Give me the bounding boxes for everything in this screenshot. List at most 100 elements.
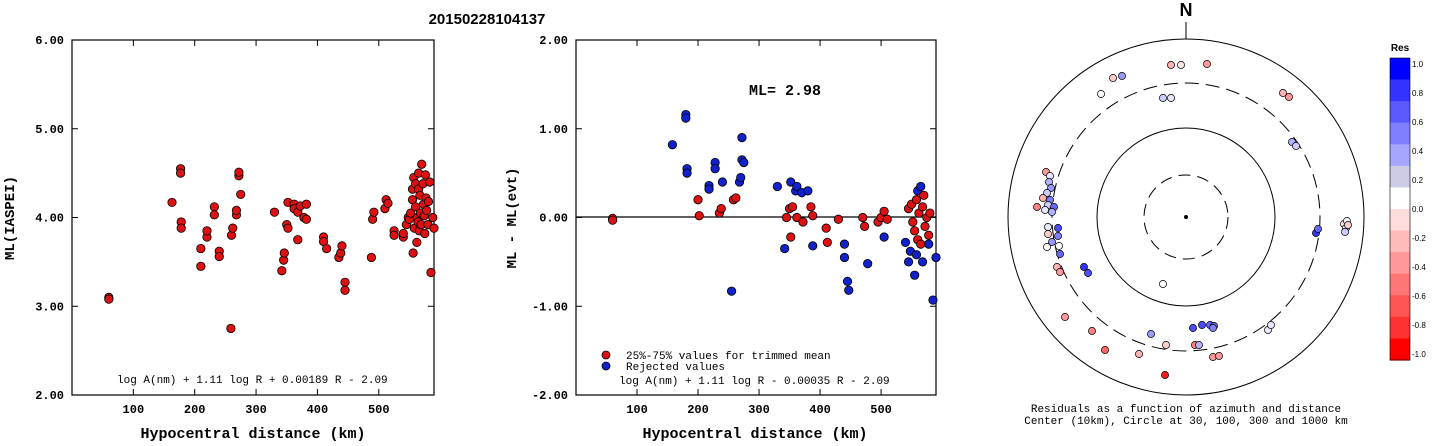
panel1-xlabel: Hypocentral distance (km) <box>140 426 365 441</box>
data-point <box>167 197 177 208</box>
data-point <box>369 207 379 217</box>
data-point <box>340 277 350 287</box>
station-marker <box>1039 194 1047 202</box>
inlier-point <box>694 211 704 221</box>
data-point <box>214 251 224 262</box>
data-point <box>269 207 280 217</box>
station-marker <box>1195 341 1203 349</box>
data-point <box>410 202 421 212</box>
data-point <box>423 196 434 207</box>
legend-marker-inlier <box>601 350 611 360</box>
station-marker <box>1043 243 1051 251</box>
rejected-point <box>931 252 941 263</box>
panel2-ytick-label: -2.00 <box>532 389 568 403</box>
colorbar-tick-label: 0.2 <box>1412 176 1424 185</box>
panel2-xtick-label: 500 <box>870 403 892 417</box>
colorbar-title: Res <box>1391 43 1410 54</box>
inlier-point <box>910 226 920 236</box>
rejected-point <box>792 181 802 192</box>
colorbar-tick-label: 0.8 <box>1412 89 1424 98</box>
legend-label-inlier: 25%-75% values for trimmed mean <box>626 351 831 363</box>
data-point <box>226 323 236 334</box>
station-marker <box>1292 142 1300 150</box>
rejected-point <box>839 252 850 263</box>
colorbar-tick-label: -0.8 <box>1412 321 1426 330</box>
station-marker <box>1101 346 1109 354</box>
panel1-xtick-label: 500 <box>368 403 390 417</box>
rejected-point <box>772 181 782 192</box>
station-marker <box>1159 280 1167 288</box>
inlier-point <box>821 223 831 233</box>
data-point <box>412 237 422 247</box>
station-marker <box>1084 269 1092 277</box>
inlier-point <box>822 237 832 247</box>
colorbar-segment <box>1390 252 1410 275</box>
inlier-point <box>731 193 741 203</box>
colorbar-segment <box>1390 165 1410 189</box>
rejected-point <box>682 168 692 178</box>
rejected-point <box>780 243 790 254</box>
inlier-point <box>917 202 928 212</box>
data-point <box>408 248 418 258</box>
colorbar-tick-label: -0.6 <box>1412 292 1426 301</box>
inlier-point <box>860 221 870 231</box>
rejected-point <box>710 164 720 174</box>
station-marker <box>1209 324 1217 332</box>
inlier-point <box>919 190 929 200</box>
colorbar-segment <box>1390 122 1410 145</box>
colorbar-segment <box>1390 144 1410 167</box>
data-point <box>428 212 438 223</box>
legend-marker-rejected <box>601 361 611 371</box>
station-marker <box>1344 221 1352 229</box>
data-point <box>202 226 212 236</box>
rejected-point <box>839 239 850 249</box>
panel1-xtick-label: 100 <box>123 403 145 417</box>
rejected-point <box>704 184 714 194</box>
data-point <box>196 261 206 271</box>
data-point <box>236 189 246 200</box>
station-marker <box>1041 206 1049 214</box>
data-point <box>228 223 238 233</box>
station-marker <box>1159 94 1167 102</box>
colorbar-tick-label: -0.4 <box>1412 263 1426 272</box>
colorbar-segment <box>1390 209 1410 232</box>
station-marker <box>1279 89 1287 97</box>
inlier-point <box>798 217 808 227</box>
data-point <box>283 223 293 233</box>
station-marker <box>1044 230 1052 238</box>
data-point <box>293 235 303 245</box>
colorbar-tick-label: 1.0 <box>1412 60 1424 69</box>
circle-300km <box>1051 82 1321 352</box>
rejected-point <box>879 232 889 242</box>
station-marker <box>1167 94 1175 102</box>
station-marker <box>1177 61 1185 69</box>
station-marker <box>1056 268 1064 276</box>
inlier-point <box>911 195 922 205</box>
panel1-frame <box>71 39 435 396</box>
inlier-point <box>833 214 843 224</box>
rejected-point <box>916 181 926 192</box>
panel2-ytick-label: 0.00 <box>539 212 568 226</box>
station-marker <box>1109 74 1117 82</box>
colorbar-segment <box>1390 187 1410 210</box>
station-marker <box>1189 324 1197 332</box>
rejected-point <box>911 250 922 260</box>
station-marker <box>1048 238 1056 246</box>
data-point <box>176 223 186 233</box>
colorbar-tick-label: 0.6 <box>1412 118 1424 127</box>
station-marker <box>1054 224 1062 232</box>
rejected-point <box>808 241 818 251</box>
panel1-ytick-label: 2.00 <box>35 389 64 403</box>
inlier-point <box>858 212 868 223</box>
inlier-point <box>786 232 796 242</box>
north-label: N <box>1180 0 1193 20</box>
panel2-ytick-label: -1.00 <box>532 300 568 314</box>
colorbar-segment <box>1390 101 1410 124</box>
legend-label-rejected: Rejected values <box>626 362 725 374</box>
data-point <box>383 198 393 208</box>
inlier-point <box>916 239 926 249</box>
inlier-point <box>924 230 934 240</box>
panel-ml-iaspei: ML(IASPEI) Hypocentral distance (km) log… <box>3 34 439 443</box>
rejected-point <box>924 239 934 249</box>
